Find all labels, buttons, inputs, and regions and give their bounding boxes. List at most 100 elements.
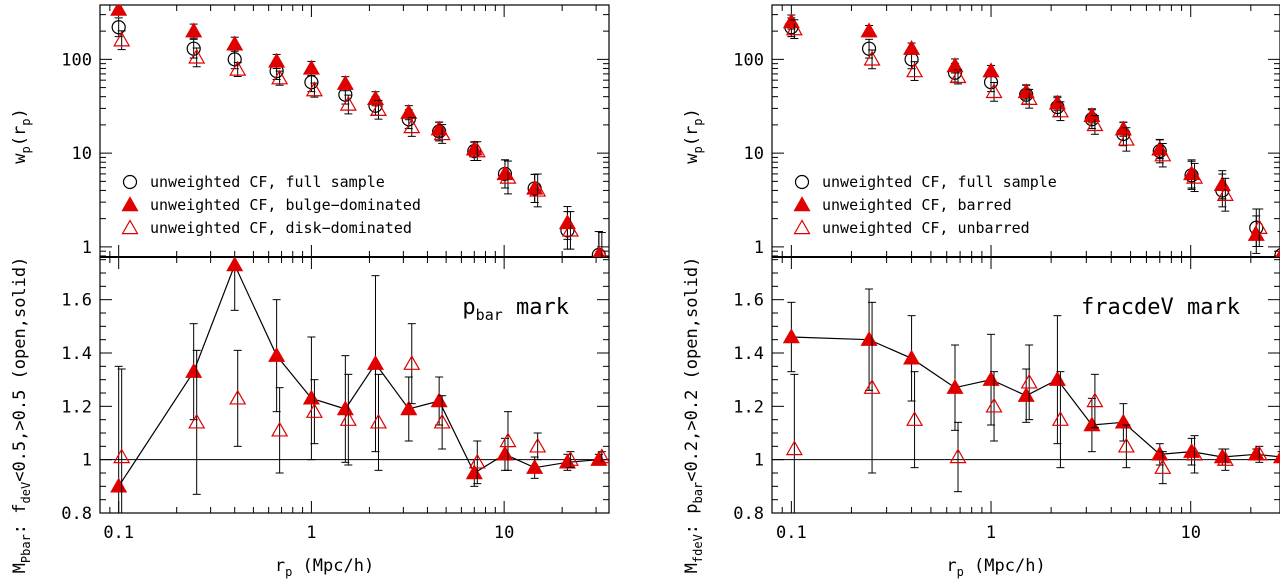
data-point-open-triangle	[906, 410, 924, 426]
data-point-filled-triangle	[1114, 413, 1132, 429]
data-point-filled-triangle	[302, 389, 320, 405]
legend-label: unweighted CF, bulge−dominated	[150, 196, 421, 214]
top-y-axis-label: wp(rp)	[10, 108, 33, 163]
data-point-filled-triangle	[1183, 165, 1201, 181]
chart-panel-left: 0.1 1 10 rp (Mpc/h) 1 10 100 wp(rp) 0.8 1 1.2 1.4 1.…	[10, 4, 610, 579]
data-point-filled-triangle	[465, 464, 483, 480]
data-point-open-triangle	[785, 440, 803, 456]
data-point-filled-triangle	[1114, 120, 1132, 136]
data-point-filled-triangle	[946, 57, 964, 73]
y-tick-label: 1.4	[61, 344, 92, 364]
data-point-filled-triangle	[860, 22, 878, 38]
y-tick-label: 10	[72, 144, 92, 164]
data-point-open-triangle	[1051, 102, 1069, 118]
data-point-open-triangle	[785, 20, 803, 36]
data-point-open-triangle	[305, 81, 323, 97]
data-point-filled-triangle	[110, 5, 128, 16]
legend-label: unweighted CF, unbarred	[822, 219, 1030, 237]
data-point-filled-triangle	[903, 39, 921, 55]
data-point-filled-triangle	[185, 362, 203, 378]
data-point-filled-triangle	[400, 400, 418, 416]
data-point-open-triangle	[305, 402, 323, 418]
y-tick-label: 1	[82, 451, 92, 471]
x-tick-label: 1	[986, 523, 996, 543]
y-tick-label: 1	[754, 238, 764, 258]
data-point-filled-triangle	[1247, 445, 1265, 461]
data-point-filled-triangle	[366, 90, 385, 105]
data-point-open-triangle	[863, 378, 881, 394]
top-series-group	[782, 13, 1280, 257]
x-tick-label: 10	[494, 523, 514, 543]
data-point-filled-triangle	[336, 400, 354, 416]
data-point-filled-triangle	[946, 378, 964, 394]
data-point-open-triangle	[113, 31, 131, 47]
data-point-open-triangle	[1186, 445, 1204, 461]
data-point-open-triangle	[339, 95, 357, 111]
data-point-filled-triangle	[1183, 442, 1201, 458]
data-point-open-triangle	[596, 247, 608, 257]
legend-marker-filled-triangle	[793, 196, 811, 212]
data-point-open-triangle	[433, 125, 451, 141]
data-point-open-triangle	[468, 453, 486, 469]
legend-label: unweighted CF, full sample	[822, 173, 1057, 191]
data-point-circle	[111, 20, 126, 35]
data-point-open-triangle	[271, 69, 289, 85]
data-point-open-triangle	[271, 421, 289, 437]
data-point-open-triangle	[985, 397, 1003, 413]
data-point-open-triangle	[561, 450, 579, 466]
data-point-open-triangle	[369, 413, 388, 429]
x-tick-label: 1	[306, 523, 316, 543]
data-point-filled-triangle	[982, 370, 1000, 386]
data-point-open-triangle	[949, 448, 967, 464]
legend-marker-circle	[122, 174, 138, 190]
legend-marker-open-triangle	[121, 219, 139, 235]
y-tick-label: 1.6	[61, 291, 92, 311]
data-point-open-triangle	[1086, 116, 1104, 132]
legend-marker-filled-triangle	[121, 196, 139, 212]
x-tick-label: 0.1	[776, 523, 807, 543]
data-point-open-triangle	[1086, 392, 1104, 408]
data-point-open-triangle	[561, 221, 579, 237]
data-point-open-triangle	[863, 50, 881, 66]
data-point-filled-triangle	[982, 62, 1000, 78]
mark-label: pbar mark	[462, 295, 569, 324]
data-point-open-triangle	[1154, 146, 1172, 162]
legend-label: unweighted CF, full sample	[150, 173, 385, 191]
y-tick-label: 1.2	[733, 397, 764, 417]
connecting-line	[791, 336, 1280, 458]
data-point-open-triangle	[1020, 90, 1038, 105]
data-point-open-triangle	[1250, 219, 1268, 234]
bottom-series-group	[782, 288, 1280, 513]
y-tick-label: 10	[744, 144, 764, 164]
x-tick-label: 10	[1180, 523, 1200, 543]
data-point-filled-triangle	[302, 59, 320, 75]
top-series-group	[110, 5, 608, 257]
data-point-filled-triangle	[1017, 386, 1035, 402]
data-point-filled-triangle	[110, 477, 128, 493]
data-point-filled-triangle	[268, 346, 286, 362]
connecting-line	[118, 263, 599, 487]
data-point-filled-triangle	[903, 349, 921, 365]
data-point-open-triangle	[339, 410, 357, 426]
x-axis-label: rp (Mpc/h)	[946, 556, 1045, 579]
data-point-open-triangle	[1117, 437, 1135, 453]
data-point-filled-triangle	[860, 330, 878, 346]
data-point-filled-triangle	[496, 445, 514, 461]
x-tick-label: 0.1	[103, 523, 134, 543]
legend-marker-circle	[794, 174, 810, 190]
data-point-filled-triangle	[226, 35, 244, 51]
data-point-open-triangle	[188, 413, 206, 429]
data-point-filled-triangle	[1213, 448, 1231, 464]
y-tick-label: 0.8	[61, 504, 92, 524]
data-point-open-triangle	[499, 168, 517, 184]
y-tick-label: 100	[61, 50, 92, 70]
data-point-open-triangle	[403, 118, 421, 134]
data-point-open-triangle	[985, 83, 1003, 99]
y-tick-label: 1	[754, 451, 764, 471]
y-tick-label: 1.4	[733, 344, 764, 364]
data-point-filled-triangle	[268, 52, 286, 68]
data-point-open-triangle	[1216, 186, 1234, 201]
data-point-open-triangle	[113, 448, 131, 464]
data-point-open-triangle	[529, 181, 547, 197]
